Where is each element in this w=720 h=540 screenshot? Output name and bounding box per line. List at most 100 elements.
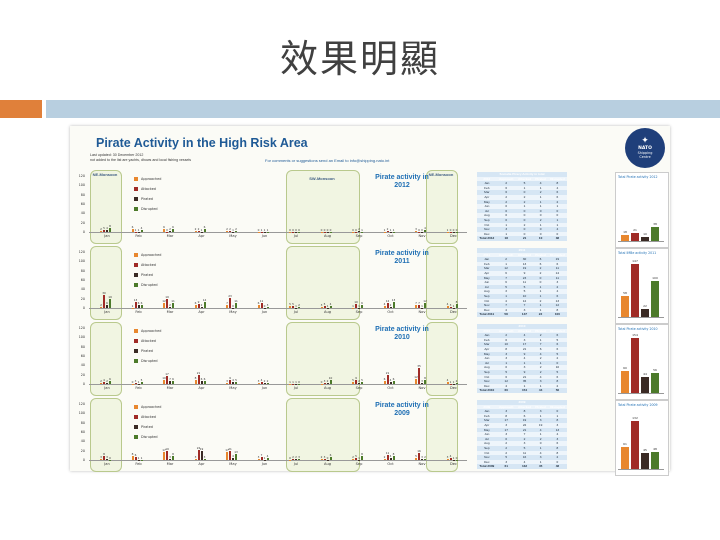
table-total-cell: 56 xyxy=(547,388,567,393)
legend-item: Disrupted xyxy=(134,356,161,366)
bar-value-label: 6 xyxy=(383,377,386,382)
bar-value-label: 4 xyxy=(446,302,449,307)
month-label: Nov xyxy=(418,462,426,466)
table-cell: 17 xyxy=(496,418,516,423)
bar-value-label: 11 xyxy=(234,299,238,304)
table-cell: 0 xyxy=(533,441,548,446)
table-cell: 2 xyxy=(496,257,516,262)
table-cell: 0 xyxy=(547,360,567,366)
table-cell: Jan xyxy=(477,333,497,338)
bar-pirated xyxy=(169,380,171,384)
bar-value-label: 1 xyxy=(137,455,140,460)
table-cell: 6 xyxy=(496,374,516,380)
table-header-row: 2010 Approach Attacked Pirated Disrupted xyxy=(477,328,567,334)
bar-value-label: 1 xyxy=(449,379,452,384)
table-cell: Jun xyxy=(477,280,497,285)
legend-item: Disrupted xyxy=(134,204,161,214)
table-cell: 35 xyxy=(515,379,534,384)
table-cell: 1 xyxy=(533,337,548,343)
table-cell: Jun xyxy=(477,432,497,437)
table-cell: 2 xyxy=(515,436,534,442)
table-cell: 1 xyxy=(515,383,534,389)
bar-pirated xyxy=(169,231,171,232)
chart-baseline xyxy=(89,460,467,461)
nato-shipping-logo: ✦ NATO Shipping Centre xyxy=(625,128,665,168)
bar-value-label: 3 xyxy=(257,378,260,383)
bar-pirated xyxy=(421,231,423,232)
table-cell: 2 xyxy=(533,436,548,442)
table-cell: 4 xyxy=(547,227,567,232)
table-cell: 1 xyxy=(533,185,548,191)
table-cell: 1 xyxy=(533,459,548,465)
bar-attacked xyxy=(355,379,357,384)
bar-pirated xyxy=(200,307,203,308)
month-label: Sep xyxy=(355,310,363,314)
month-label: Sep xyxy=(355,462,363,466)
table-header-cell: Approach xyxy=(496,176,516,182)
bar-pirated xyxy=(326,459,329,460)
bar-disrupted xyxy=(298,458,300,460)
bar-disrupted xyxy=(329,457,332,460)
bar-disrupted xyxy=(455,459,458,460)
table-cell: 4 xyxy=(547,185,567,191)
table-cell: 1 xyxy=(496,261,516,267)
bar-approached xyxy=(131,383,134,384)
accent-bar-orange xyxy=(0,100,42,118)
bar-attacked xyxy=(166,231,168,232)
y-tick-label: 20 xyxy=(80,448,85,453)
table-caption: 2009 xyxy=(477,400,567,405)
bar-value-label: 1 xyxy=(289,379,291,384)
bar-value-label: 3 xyxy=(194,454,197,459)
bar-value-label: 5 xyxy=(140,377,143,382)
bar-value-label: 3 xyxy=(257,454,260,459)
table-cell: Mar xyxy=(477,418,497,423)
bar-approached xyxy=(226,382,228,384)
totals-mini-chart: Total IMBe activity 2011 58 147 22 100 xyxy=(615,248,669,324)
bar-disrupted xyxy=(455,304,458,308)
bar-disrupted xyxy=(424,302,426,308)
table-header-cell: Pirated xyxy=(533,252,548,258)
table-row: Oct 4 12 2 13 xyxy=(477,298,567,304)
bar-value-label: 2 xyxy=(386,227,389,232)
mini-bar-label: 45 xyxy=(643,447,647,452)
table-cell: Mar xyxy=(477,342,497,347)
table-cell: 12 xyxy=(496,266,516,271)
table-cell: 2 xyxy=(533,298,548,304)
table-cell: Sep xyxy=(477,445,497,451)
bar-value-label: 7 xyxy=(260,452,263,457)
bar-value-label: 10 xyxy=(328,375,333,380)
bar-approached xyxy=(289,305,291,308)
month-label: Jun xyxy=(261,386,268,390)
bar-value-label: 7 xyxy=(169,376,171,381)
legend-label: Pirated xyxy=(141,349,153,353)
bar-value-label: 3 xyxy=(169,454,171,459)
table-cell: 4 xyxy=(496,383,516,389)
bar-value-label: 2 xyxy=(235,227,237,232)
legend-item: Attacked xyxy=(134,184,161,194)
month-label: Jul xyxy=(293,462,299,466)
table-cell: 2 xyxy=(533,365,548,370)
table-cell: 1 xyxy=(533,199,548,205)
table-header-cell: 2011 xyxy=(477,252,497,258)
table-row: May 17 21 4 13 xyxy=(477,427,567,433)
bar-value-label: 2 xyxy=(169,303,171,308)
table-cell: Apr xyxy=(477,270,497,276)
mini-bar-attacked xyxy=(631,264,639,317)
bar-value-label: 12 xyxy=(162,298,166,303)
bar-pirated xyxy=(106,383,108,384)
bar-attacked xyxy=(323,231,326,232)
bar-value-label: 5 xyxy=(415,453,417,458)
bar-value-label: 0 xyxy=(109,455,111,460)
bar-value-label: 4 xyxy=(260,378,263,383)
bar-value-label: 0 xyxy=(289,227,291,232)
bar-pirated xyxy=(137,231,140,232)
bar-attacked xyxy=(260,456,263,460)
table-cell: Jan xyxy=(477,181,497,186)
month-label: Oct xyxy=(387,386,394,390)
table-cell: 10 xyxy=(496,342,516,347)
bar-approached xyxy=(446,382,449,384)
year-panel: 120 100 80 60 40 20 0 Approached Attacked Pirated… xyxy=(74,246,470,320)
mini-bar-label: 58 xyxy=(623,291,627,296)
bar-value-label: 2 xyxy=(389,303,392,308)
table-cell: 4 xyxy=(496,307,516,313)
